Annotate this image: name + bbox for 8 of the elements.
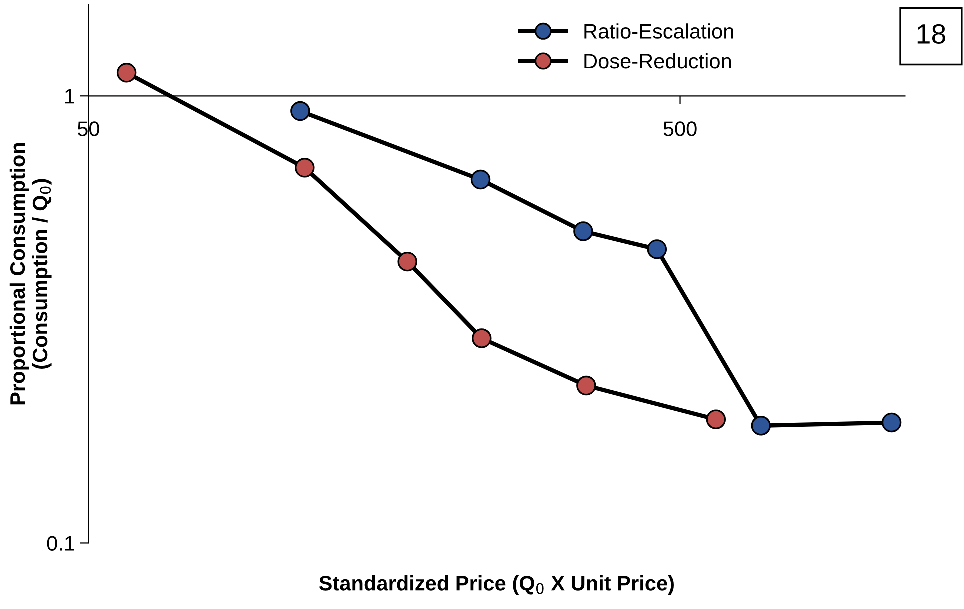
x-axis-title: Standardized Price (Q$_{0}$ X Unit Price) (319, 576, 674, 595)
legend-label: Ratio-Escalation (584, 24, 734, 39)
text: 18 (918, 24, 946, 44)
y-axis-title: Proportional Consumption (Consumption / Q$_{0}$) (10, 143, 52, 405)
y-tick-label: 0.1 (47, 536, 74, 551)
legend-label: Dose-Reduction (584, 53, 732, 69)
x-tick-label: 500 (664, 122, 697, 136)
y-tick-label: 1 (65, 89, 74, 104)
